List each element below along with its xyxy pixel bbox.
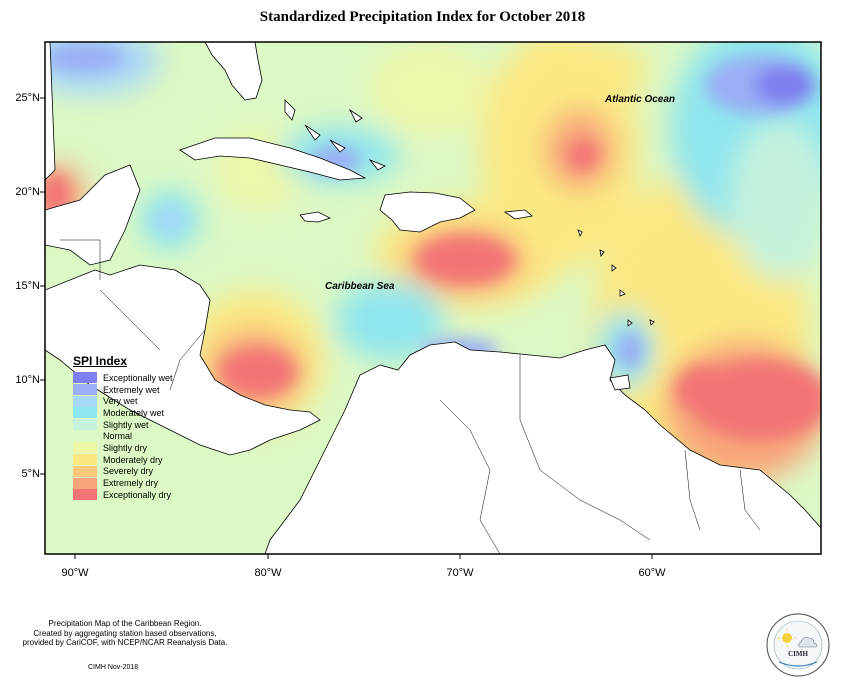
footnote-line: Created by aggregating station based obs… <box>33 628 217 638</box>
lon-label-90w: 90°W <box>61 567 89 579</box>
lon-label-60w: 60°W <box>638 567 666 579</box>
legend-item: Extremely wet <box>73 384 173 396</box>
country-borders <box>60 239 761 554</box>
legend-swatch <box>73 407 97 419</box>
map-frame <box>44 41 822 555</box>
legend-label: Very wet <box>103 396 138 407</box>
legend-item: Moderately dry <box>73 454 173 466</box>
legend-item: Slightly wet <box>73 419 173 431</box>
legend-item: Normal <box>73 430 173 442</box>
footnote: Precipitation Map of the Caribbean Regio… <box>20 619 230 648</box>
legend-swatch <box>73 477 97 489</box>
footnote-line: Precipitation Map of the Caribbean Regio… <box>48 619 202 628</box>
cimh-logo: CIMH <box>766 613 830 677</box>
legend-swatch <box>73 442 97 454</box>
legend-swatch <box>73 384 97 396</box>
legend-label: Exceptionally wet <box>103 372 173 383</box>
legend-item: Very wet <box>73 395 173 407</box>
lon-label-80w: 80°W <box>254 567 282 579</box>
legend-label: Slightly dry <box>103 442 148 453</box>
legend-item: Moderately wet <box>73 407 173 419</box>
lon-label-70w: 70°W <box>446 567 474 579</box>
footnote-line: provided by CariCOF, with NCEP/NCAR Rean… <box>22 638 228 647</box>
logo-text: CIMH <box>788 650 808 658</box>
legend-item: Exceptionally dry <box>73 489 173 501</box>
legend-item: Extremely dry <box>73 477 173 489</box>
legend-swatch <box>73 489 97 501</box>
caribbean-sea-label: Caribbean Sea <box>325 281 395 292</box>
legend-label: Extremely dry <box>103 478 159 489</box>
legend-label: Moderately wet <box>103 407 165 418</box>
legend-swatch <box>73 465 97 477</box>
legend-swatch <box>73 395 97 407</box>
lat-label-20n: 20°N <box>15 186 40 198</box>
legend-swatch <box>73 430 97 442</box>
sun-icon <box>782 633 792 643</box>
legend-rows: Exceptionally wet Extremely wet Very wet Mo… <box>73 372 173 501</box>
cloud-icon <box>798 637 817 648</box>
legend-item: Exceptionally wet <box>73 372 173 384</box>
map-title: Standardized Precipitation Index for Oct… <box>259 9 586 25</box>
spi-field <box>45 42 821 554</box>
legend-swatch <box>73 419 97 431</box>
legend: SPI Index Exceptionally wet Extremely wet… <box>73 354 173 501</box>
credit-text: CIMH Nov-2018 <box>88 664 139 671</box>
legend-label: Severely dry <box>103 466 154 477</box>
axis-ticks <box>40 97 653 559</box>
lat-label-25n: 25°N <box>15 92 40 104</box>
legend-item: Slightly dry <box>73 442 173 454</box>
atlantic-ocean-label: Atlantic Ocean <box>605 94 676 105</box>
legend-title: SPI Index <box>73 354 128 368</box>
lat-label-10n: 10°N <box>15 374 40 386</box>
legend-swatch <box>73 454 97 466</box>
legend-label: Slightly wet <box>103 419 149 430</box>
lat-label-15n: 15°N <box>15 280 40 292</box>
legend-label: Normal <box>103 431 133 442</box>
lat-label-5n: 5°N <box>21 468 40 480</box>
legend-item: Severely dry <box>73 465 173 478</box>
legend-label: Moderately dry <box>103 454 163 465</box>
legend-label: Extremely wet <box>103 384 160 395</box>
legend-swatch <box>73 372 97 384</box>
legend-label: Exceptionally dry <box>103 489 172 500</box>
